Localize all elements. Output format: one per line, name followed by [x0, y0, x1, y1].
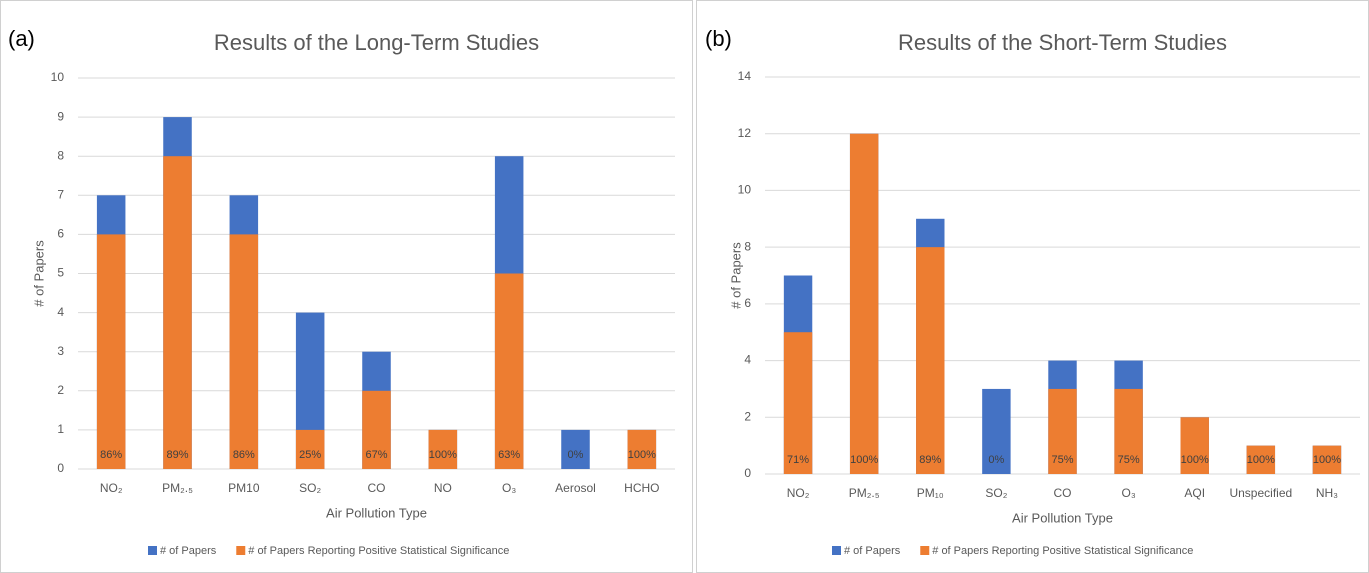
- bar-label: 89%: [166, 449, 188, 461]
- y-tick-label: 2: [57, 383, 64, 397]
- bar-label: 75%: [1118, 454, 1140, 466]
- bar-label: 0%: [988, 454, 1004, 466]
- bar-label: 63%: [498, 449, 520, 461]
- chart-title: Results of the Short-Term Studies: [898, 30, 1227, 55]
- y-tick-label: 7: [57, 187, 64, 201]
- legend-swatch: [236, 546, 246, 555]
- x-axis-label: Air Pollution Type: [1012, 510, 1113, 525]
- bar-label: 100%: [850, 454, 878, 466]
- y-tick-label: 4: [57, 305, 64, 319]
- bar: [1048, 388, 1077, 474]
- bar-label: 100%: [1181, 454, 1209, 466]
- bar: [494, 273, 524, 469]
- bar: [982, 388, 1011, 474]
- x-tick-label: PM₁₀: [917, 486, 944, 500]
- y-tick-label: 5: [57, 266, 64, 280]
- bar: [849, 133, 879, 474]
- x-tick-label: O₃: [1121, 486, 1135, 500]
- bar-label: 0%: [568, 449, 584, 461]
- y-tick-label: 14: [738, 69, 752, 83]
- bar-label: 100%: [628, 449, 656, 461]
- bar-label: 71%: [787, 454, 809, 466]
- chart-title: Results of the Long-Term Studies: [214, 30, 539, 55]
- x-tick-label: SO₂: [299, 481, 321, 495]
- y-tick-label: 3: [57, 344, 64, 358]
- x-tick-label: Aerosol: [555, 481, 596, 495]
- x-tick-label: PM₂.₅: [162, 481, 193, 495]
- y-tick-label: 0: [744, 466, 751, 480]
- y-axis-label: # of Papers: [31, 240, 46, 307]
- x-tick-label: NH₃: [1316, 486, 1338, 500]
- y-tick-label: 6: [57, 227, 64, 241]
- bar-label: 25%: [299, 449, 321, 461]
- bar-label: 100%: [429, 449, 457, 461]
- x-tick-label: AQI: [1184, 486, 1205, 500]
- legend-swatch: [920, 546, 930, 555]
- bar: [627, 429, 657, 469]
- x-tick-label: NO: [434, 481, 452, 495]
- y-tick-label: 12: [738, 126, 752, 140]
- legend-swatch: [148, 546, 157, 555]
- legend-label: # of Papers Reporting Positive Statistic…: [248, 545, 509, 557]
- x-tick-label: NO₂: [100, 481, 123, 495]
- panel-label: (b): [705, 26, 732, 51]
- bar: [1312, 445, 1342, 474]
- bar: [229, 234, 259, 469]
- y-tick-label: 6: [744, 296, 751, 310]
- bar: [295, 429, 325, 469]
- panel-label: (a): [8, 26, 35, 51]
- bar-label: 100%: [1313, 454, 1341, 466]
- y-tick-label: 9: [57, 109, 64, 123]
- y-tick-label: 8: [57, 148, 64, 162]
- bar-label: 89%: [919, 454, 941, 466]
- legend-swatch: [832, 546, 841, 555]
- y-tick-label: 4: [744, 353, 751, 367]
- bar-label: 75%: [1051, 454, 1073, 466]
- legend-label: # of Papers Reporting Positive Statistic…: [932, 545, 1193, 557]
- y-tick-label: 10: [738, 183, 752, 197]
- legend-label: # of Papers: [844, 545, 901, 557]
- x-tick-label: Unspecified: [1229, 486, 1292, 500]
- bar: [916, 247, 945, 474]
- x-tick-label: PM₂.₅: [849, 486, 880, 500]
- bar: [561, 429, 590, 469]
- bar: [96, 234, 126, 469]
- legend-label: # of Papers: [160, 545, 217, 557]
- x-tick-label: CO: [368, 481, 386, 495]
- x-tick-label: SO₂: [985, 486, 1007, 500]
- x-tick-label: NO₂: [787, 486, 810, 500]
- y-tick-label: 1: [57, 422, 64, 436]
- bar-label: 100%: [1247, 454, 1275, 466]
- bar-label: 86%: [233, 449, 255, 461]
- bar: [428, 429, 458, 469]
- y-tick-label: 0: [57, 461, 64, 475]
- x-tick-label: HCHO: [624, 481, 659, 495]
- y-tick-label: 10: [51, 70, 65, 84]
- bar: [362, 390, 391, 469]
- y-tick-label: 2: [744, 409, 751, 423]
- bar-label: 86%: [100, 449, 122, 461]
- bar: [163, 156, 192, 469]
- bar: [783, 332, 813, 474]
- x-tick-label: CO: [1054, 486, 1072, 500]
- y-tick-label: 8: [744, 239, 751, 253]
- bar: [1114, 388, 1143, 474]
- bar: [1246, 445, 1276, 474]
- x-tick-label: O₃: [502, 481, 516, 495]
- y-axis-label: # of Papers: [728, 242, 743, 309]
- bar-label: 67%: [365, 449, 387, 461]
- bar: [1180, 417, 1209, 474]
- x-axis-label: Air Pollution Type: [326, 505, 427, 520]
- x-tick-label: PM10: [228, 481, 260, 495]
